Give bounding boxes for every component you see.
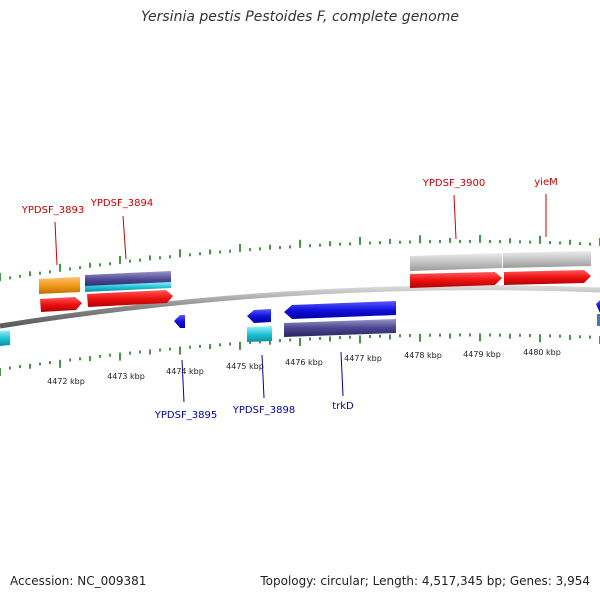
gene-label-ypdsf-3895[interactable]: YPDSF_3895 [154, 410, 217, 421]
cds-ypdsf-3894[interactable] [87, 290, 173, 307]
scale-label-4476: 4476 kbp [285, 358, 323, 367]
scale-label-4472: 4472 kbp [47, 377, 85, 386]
genome-title: Yersinia pestis Pestoides F, complete ge… [141, 9, 459, 25]
accession-text: Accession: NC_009381 [10, 574, 147, 588]
scale-label-4477: 4477 kbp [344, 354, 382, 363]
cds-trkd[interactable] [284, 301, 396, 319]
cds-ypdsf-3898[interactable] [247, 309, 271, 323]
forward-leaders [54, 194, 547, 266]
genome-backbone [0, 285, 600, 329]
gene-label-ypdsf-3900[interactable]: YPDSF_3900 [422, 178, 485, 189]
reverse-leaders [181, 351, 344, 403]
scale-label-4479: 4479 kbp [463, 350, 501, 359]
cyan-feature-upper[interactable] [85, 282, 171, 292]
reverse-scale-ticks [0, 333, 600, 376]
gene-label-ypdsf-3894[interactable]: YPDSF_3894 [90, 198, 153, 209]
cds-ypdsf-3893[interactable] [40, 297, 82, 312]
gene-label-trkd[interactable]: trkD [332, 401, 354, 412]
gray-feature-1[interactable] [410, 253, 502, 271]
gene-label-ypdsf-3898[interactable]: YPDSF_3898 [232, 405, 295, 416]
cds-ypdsf-3895[interactable] [174, 315, 185, 328]
cds-yiem[interactable] [504, 270, 591, 285]
steel-feature-right-edge[interactable] [597, 314, 600, 326]
genome-stats-text: Topology: circular; Length: 4,517,345 bp… [260, 574, 590, 588]
scale-label-4480: 4480 kbp [523, 348, 561, 357]
gray-feature-2[interactable] [503, 251, 591, 268]
scale-label-4475: 4475 kbp [226, 362, 264, 371]
forward-scale-ticks [0, 234, 600, 281]
blue-feature-right-edge[interactable] [596, 300, 600, 313]
reverse-features [0, 300, 600, 346]
cyan-feature-left[interactable] [0, 330, 10, 346]
scale-label-4474: 4474 kbp [166, 367, 204, 376]
gene-label-ypdsf-3893[interactable]: YPDSF_3893 [21, 205, 84, 216]
scale-label-4473: 4473 kbp [107, 372, 145, 381]
orange-feature[interactable] [39, 277, 80, 294]
cyan-feature-mid[interactable] [247, 326, 272, 342]
purple-feature-lower[interactable] [284, 319, 396, 337]
scale-label-4478: 4478 kbp [404, 351, 442, 360]
forward-features [39, 251, 591, 312]
cds-ypdsf-3900[interactable] [410, 272, 502, 288]
gene-label-yiem[interactable]: yieM [534, 177, 557, 188]
